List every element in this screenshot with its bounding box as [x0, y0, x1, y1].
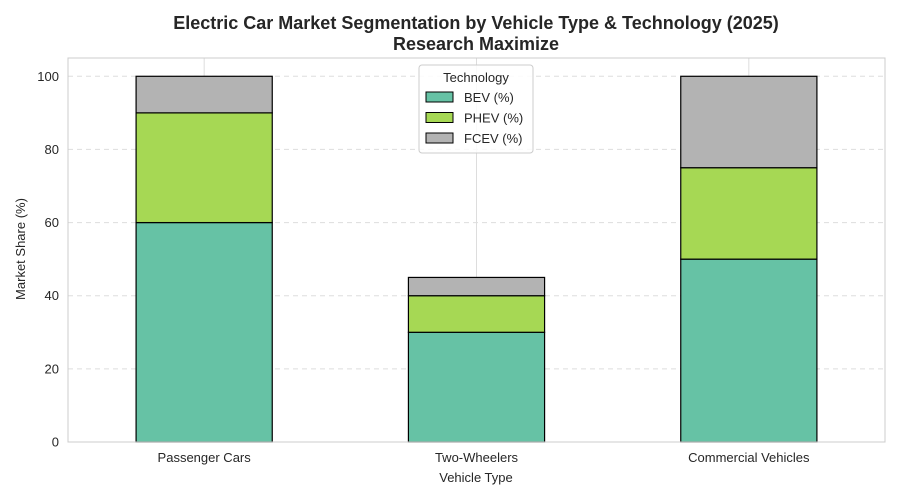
- y-tick-label: 40: [45, 288, 59, 303]
- x-tick-label: Commercial Vehicles: [688, 450, 810, 465]
- legend-swatch: [425, 132, 454, 144]
- bar-bev: [135, 221, 273, 443]
- y-tick-label: 60: [45, 215, 59, 230]
- legend-label: BEV (%): [464, 90, 514, 105]
- chart-subtitle: Research Maximize: [393, 34, 559, 54]
- bar-phev: [680, 167, 818, 260]
- bar-phev: [135, 112, 273, 224]
- y-tick-label: 20: [45, 361, 59, 376]
- legend-items: BEV (%) PHEV (%) FCEV (%): [425, 90, 523, 146]
- legend: Technology BEV (%) PHEV (%) FCEV (%): [418, 64, 534, 154]
- bar-fcev: [135, 75, 273, 114]
- y-tick-label: 0: [52, 435, 59, 450]
- x-axis-label: Vehicle Type: [439, 470, 512, 485]
- y-axis-ticks: 0 20 40 60 80 100: [37, 69, 59, 450]
- bars: [135, 75, 818, 443]
- bar-fcev: [407, 276, 546, 297]
- legend-frame: [418, 64, 534, 154]
- y-axis-label: Market Share (%): [13, 198, 28, 300]
- chart-title: Electric Car Market Segmentation by Vehi…: [173, 13, 779, 33]
- legend-label: PHEV (%): [464, 111, 523, 126]
- y-tick-label: 100: [37, 69, 59, 84]
- legend-label: FCEV (%): [464, 131, 523, 146]
- legend-title: Technology: [443, 70, 509, 85]
- x-tick-label: Passenger Cars: [158, 450, 252, 465]
- y-tick-label: 80: [45, 142, 59, 157]
- bar-bev: [407, 331, 546, 443]
- bar-phev: [407, 295, 546, 333]
- bar-bev: [680, 258, 818, 443]
- bar-fcev: [680, 75, 818, 169]
- x-tick-label: Two-Wheelers: [435, 450, 519, 465]
- plot-frame: [67, 57, 886, 443]
- legend-swatch: [425, 112, 454, 123]
- legend-swatch: [425, 91, 454, 103]
- x-axis-ticks: Passenger Cars Two-Wheelers Commercial Veh…: [158, 450, 810, 465]
